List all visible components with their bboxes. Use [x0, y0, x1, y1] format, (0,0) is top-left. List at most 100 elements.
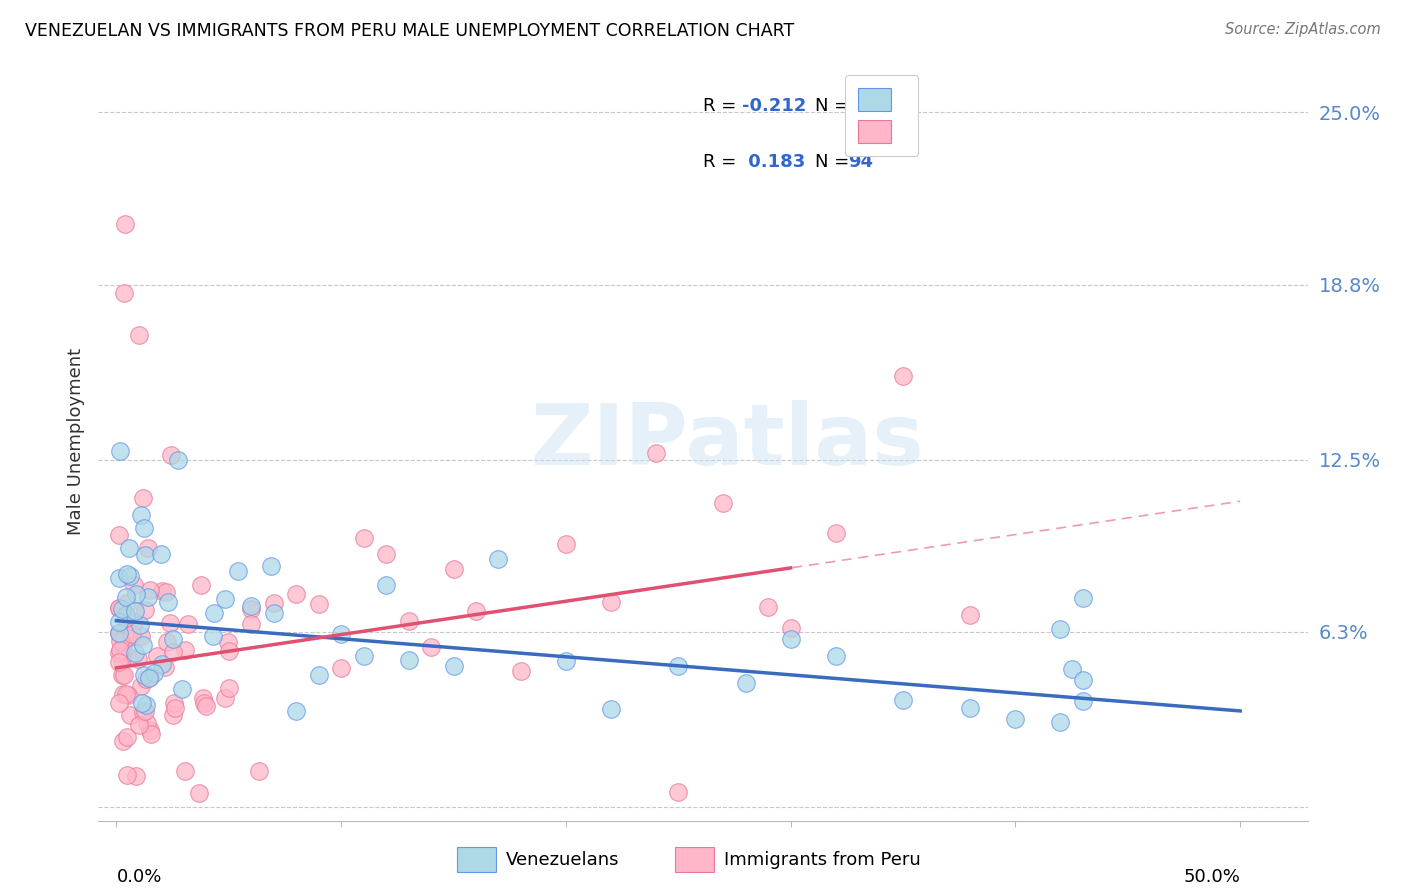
Point	[214, 690, 236, 705]
Point	[134, 549, 156, 563]
Point	[107, 625, 129, 640]
Point	[155, 585, 177, 599]
Y-axis label: Male Unemployment: Male Unemployment	[66, 348, 84, 535]
Point	[107, 601, 129, 615]
Text: R =: R =	[703, 153, 742, 171]
Text: ZIPatlas: ZIPatlas	[530, 400, 924, 483]
Point	[160, 449, 183, 463]
Point	[824, 648, 846, 663]
Point	[128, 717, 150, 731]
Point	[465, 604, 488, 618]
Point	[285, 587, 308, 601]
Point	[125, 587, 148, 601]
Point	[108, 444, 131, 458]
Point	[330, 660, 353, 674]
Text: Source: ZipAtlas.com: Source: ZipAtlas.com	[1225, 22, 1381, 37]
Point	[107, 615, 129, 630]
Point	[191, 690, 214, 705]
Point	[115, 610, 138, 624]
Point	[195, 698, 218, 713]
Point	[135, 672, 157, 686]
Point	[122, 615, 145, 630]
Point	[127, 651, 149, 665]
Point	[779, 632, 801, 647]
Point	[711, 495, 734, 509]
Point	[150, 547, 173, 561]
Point	[111, 668, 134, 682]
Point	[132, 521, 155, 535]
Point	[117, 650, 139, 665]
Point	[644, 446, 666, 460]
Point	[666, 659, 689, 673]
Point	[510, 665, 533, 679]
Point	[263, 596, 285, 610]
Point	[554, 537, 576, 551]
Point	[779, 621, 801, 635]
Point	[240, 616, 263, 631]
Point	[108, 626, 131, 640]
Point	[218, 681, 240, 696]
Point	[187, 786, 209, 800]
Point	[150, 583, 173, 598]
Point	[398, 615, 420, 629]
Point	[599, 702, 621, 716]
Point	[1004, 712, 1026, 726]
Point	[162, 708, 184, 723]
Point	[135, 698, 157, 712]
Point	[308, 597, 330, 611]
Point	[139, 583, 162, 598]
Point	[666, 785, 689, 799]
Point	[959, 701, 981, 715]
Point	[217, 634, 239, 648]
Text: -0.212: -0.212	[742, 96, 806, 114]
Point	[202, 629, 225, 643]
Point	[118, 541, 141, 555]
Text: N =: N =	[815, 96, 855, 114]
Point	[1071, 694, 1094, 708]
Point	[120, 569, 142, 583]
Text: R =: R =	[703, 96, 742, 114]
Legend: , : ,	[845, 75, 918, 156]
Point	[129, 679, 152, 693]
Point	[125, 769, 148, 783]
Point	[134, 603, 156, 617]
Point	[112, 639, 135, 653]
Point	[124, 578, 146, 592]
Point	[110, 634, 132, 648]
Text: Venezuelans: Venezuelans	[506, 851, 620, 869]
Point	[138, 671, 160, 685]
Point	[165, 700, 187, 714]
Point	[146, 648, 169, 663]
Point	[202, 606, 225, 620]
Point	[193, 696, 215, 710]
Point	[330, 626, 353, 640]
Point	[353, 649, 375, 664]
Point	[162, 645, 184, 659]
Point	[891, 693, 914, 707]
Point	[398, 653, 420, 667]
Point	[114, 590, 136, 604]
Point	[734, 676, 756, 690]
Text: 60: 60	[848, 96, 873, 114]
Point	[375, 547, 398, 561]
Text: N =: N =	[815, 153, 855, 171]
Point	[159, 615, 181, 630]
Point	[115, 596, 138, 610]
Point	[124, 604, 146, 618]
Point	[129, 508, 152, 523]
Point	[107, 626, 129, 640]
Point	[959, 608, 981, 623]
Point	[108, 643, 131, 657]
Point	[375, 578, 398, 592]
Point	[121, 626, 143, 640]
Point	[554, 654, 576, 668]
Point	[118, 708, 141, 723]
Point	[162, 632, 184, 646]
Point	[756, 600, 779, 615]
Point	[139, 727, 162, 741]
Point	[1071, 591, 1094, 605]
Text: 0.0%: 0.0%	[117, 868, 162, 886]
Point	[131, 639, 153, 653]
Point	[353, 531, 375, 545]
Point	[162, 696, 184, 710]
